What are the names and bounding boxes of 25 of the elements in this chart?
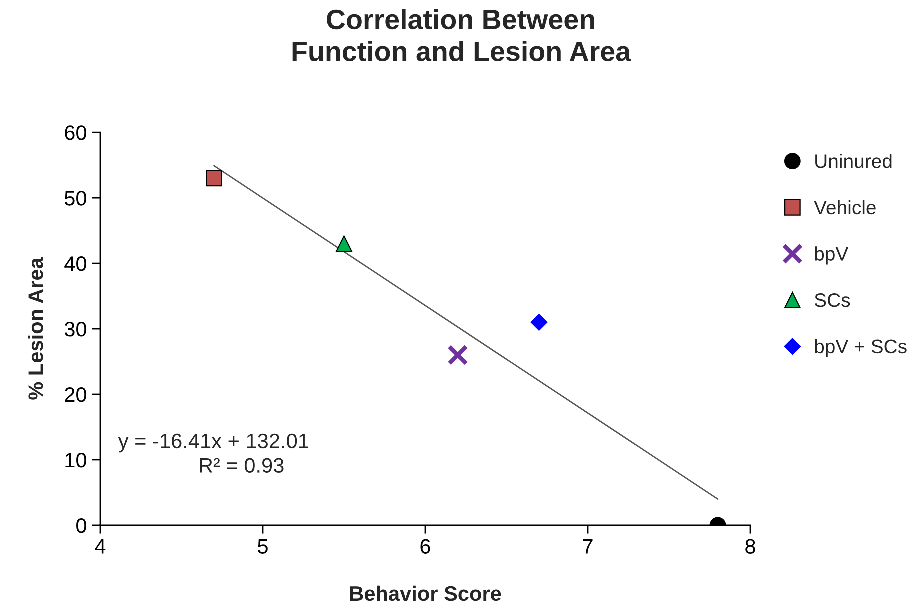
y-tick-label: 40 [64,256,86,272]
point [530,314,548,331]
annotation: y = -16.41x + 132.01 [118,434,308,453]
y-tick-label: 10 [66,452,86,468]
point [206,170,222,187]
x-tick-label: 7 [583,539,593,554]
y-tick-label: 60 [65,126,86,140]
y-tick-label: 50 [64,191,86,206]
legend-label: SCs [814,293,850,308]
x-tick-label: 5 [258,539,268,554]
x-axis-title: Behavior Score [350,586,502,602]
legend-label: bpV + SCs [815,339,907,358]
annotation: R² = 0.93 [200,458,284,474]
y-tick-label: 0 [76,518,86,534]
legend-label: Uninured [816,154,892,168]
point [336,236,352,252]
y-axis-title: % Lesion Area [28,257,44,400]
x-tick-label: 6 [420,539,430,554]
y-tick-label: 30 [64,322,86,337]
x-tick-label: 4 [95,539,106,554]
y-tick-label: 20 [65,388,86,402]
legend-label: bpV [815,246,849,265]
chart-title: Correlation Between Function and Lesion Area [292,9,632,62]
legend-label: Vehicle [814,200,876,215]
x-tick-label: 8 [746,539,756,554]
